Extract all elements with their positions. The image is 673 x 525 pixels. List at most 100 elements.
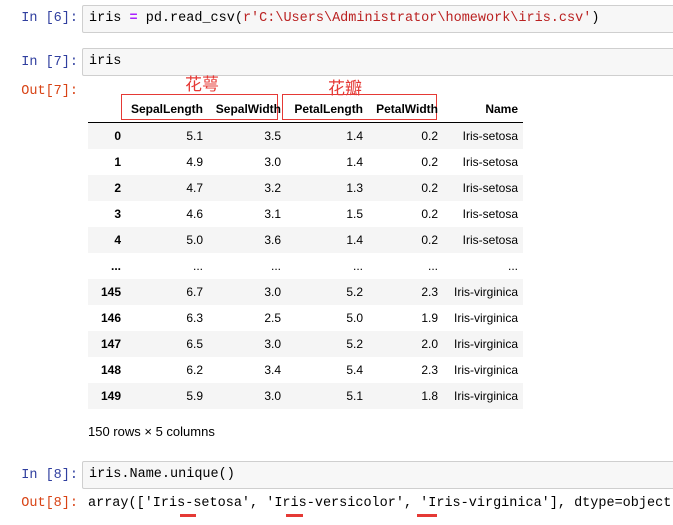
table-cell: Iris-virginica (454, 337, 519, 351)
table-cell: 3.2 (264, 181, 282, 195)
table-cell: 0.2 (421, 181, 439, 195)
row-index: 4 (114, 233, 121, 247)
table-cell: 1.8 (421, 389, 439, 403)
table-cell: 5.2 (346, 337, 364, 351)
table-cell: 2.0 (421, 337, 439, 351)
code-text-7: iris (89, 54, 122, 69)
underline-setosa (180, 514, 196, 517)
dataframe-table: SepalLength SepalWidth PetalLength Petal… (88, 96, 524, 409)
column-header: Name (443, 96, 524, 123)
table-cell: 5.0 (186, 233, 204, 247)
table-cell: 1.5 (346, 207, 364, 221)
row-index: 145 (100, 285, 121, 299)
table-cell: 0.2 (421, 155, 439, 169)
table-row: 145 6.7 3.0 5.2 2.3 Iris-virginica (88, 279, 524, 305)
column-header: PetalLength (286, 96, 369, 123)
code-cell-7[interactable]: iris (82, 48, 673, 76)
table-cell: ... (353, 259, 364, 273)
underline-versicolor (286, 514, 303, 517)
table-cell: 1.9 (421, 311, 439, 325)
table-cell: 4.7 (186, 181, 204, 195)
table-row: 4 5.0 3.6 1.4 0.2 Iris-setosa (88, 227, 524, 253)
table-cell: 4.6 (186, 207, 204, 221)
table-cell: 6.2 (186, 363, 204, 377)
row-index: 2 (114, 181, 121, 195)
table-cell: Iris-setosa (462, 207, 519, 221)
table-cell: 3.0 (264, 337, 282, 351)
table-cell: 5.1 (346, 389, 364, 403)
table-cell: Iris-setosa (462, 129, 519, 143)
table-cell: 5.9 (186, 389, 204, 403)
table-cell: Iris-virginica (454, 389, 519, 403)
table-cell: 6.3 (186, 311, 204, 325)
table-cell: Iris-virginica (454, 311, 519, 325)
row-index: 1 (114, 155, 121, 169)
table-cell: 6.7 (186, 285, 204, 299)
table-cell: 5.4 (346, 363, 364, 377)
output-prompt-8: Out[8]: (21, 496, 78, 511)
row-index: ... (110, 259, 121, 273)
table-body: 0 5.1 3.5 1.4 0.2 Iris-setosa 1 4.9 3.0 1.4 0.2 Iri… (88, 122, 524, 409)
table-cell: Iris-setosa (462, 181, 519, 195)
table-cell: 4.9 (186, 155, 204, 169)
row-index: 148 (100, 363, 121, 377)
table-cell: 5.0 (346, 311, 364, 325)
table-cell: 5.1 (186, 129, 204, 143)
table-cell: ... (271, 259, 282, 273)
code-cell-8[interactable]: iris.Name.unique() (82, 461, 673, 489)
table-cell: 6.5 (186, 337, 204, 351)
table-cell: 1.4 (346, 129, 364, 143)
table-row: 0 5.1 3.5 1.4 0.2 Iris-setosa (88, 122, 524, 149)
input-prompt-7: In [7]: (21, 55, 78, 70)
input-prompt-8: In [8]: (21, 468, 78, 483)
table-cell: 2.5 (264, 311, 282, 325)
row-index: 0 (114, 129, 121, 143)
row-index: 146 (100, 311, 121, 325)
code-text-8: iris.Name.unique() (89, 467, 235, 482)
row-index: 3 (114, 207, 121, 221)
table-row: 3 4.6 3.1 1.5 0.2 Iris-setosa (88, 201, 524, 227)
table-cell: 3.6 (264, 233, 282, 247)
table-cell: ... (508, 259, 519, 273)
row-index: 149 (100, 389, 121, 403)
underline-virginica (417, 514, 437, 517)
table-row: 146 6.3 2.5 5.0 1.9 Iris-virginica (88, 305, 524, 331)
table-row: 1 4.9 3.0 1.4 0.2 Iris-setosa (88, 149, 524, 175)
code-cell-6[interactable]: iris = pd.read_csv(r'C:\Users\Administra… (82, 5, 673, 33)
table-cell: 0.2 (421, 129, 439, 143)
table-cell: 3.1 (264, 207, 282, 221)
table-cell: 0.2 (421, 207, 439, 221)
table-cell: Iris-virginica (454, 363, 519, 377)
table-cell: Iris-virginica (454, 285, 519, 299)
table-row: 147 6.5 3.0 5.2 2.0 Iris-virginica (88, 331, 524, 357)
input-prompt-6: In [6]: (21, 11, 78, 26)
column-header: SepalWidth (208, 96, 287, 123)
table-row: 149 5.9 3.0 5.1 1.8 Iris-virginica (88, 383, 524, 409)
table-cell: 3.5 (264, 129, 282, 143)
table-cell: 5.2 (346, 285, 364, 299)
table-cell: 3.4 (264, 363, 282, 377)
code-text-6: iris = pd.read_csv(r'C:\Users\Administra… (89, 11, 600, 26)
table-cell: 3.0 (264, 155, 282, 169)
table-cell: Iris-setosa (462, 233, 519, 247)
table-cell: ... (428, 259, 439, 273)
table-cell: 0.2 (421, 233, 439, 247)
table-cell: 2.3 (421, 285, 439, 299)
output-text-8: array(['Iris-setosa', 'Iris-versicolor',… (88, 496, 673, 511)
table-cell: 3.0 (264, 389, 282, 403)
output-prompt-7: Out[7]: (21, 84, 78, 99)
row-index: 147 (100, 337, 121, 351)
table-cell: 1.3 (346, 181, 364, 195)
table-cell: Iris-setosa (462, 155, 519, 169)
table-cell: 2.3 (421, 363, 439, 377)
index-header (88, 96, 126, 123)
table-shape-info: 150 rows × 5 columns (88, 424, 215, 439)
table-row: .................. (88, 253, 524, 279)
table-cell: 1.4 (346, 155, 364, 169)
table-row: 2 4.7 3.2 1.3 0.2 Iris-setosa (88, 175, 524, 201)
sepal-annotation: 花萼 (185, 75, 219, 95)
table-cell: 3.0 (264, 285, 282, 299)
column-header: SepalLength (126, 96, 209, 123)
column-header: PetalWidth (368, 96, 444, 123)
table-header-row: SepalLength SepalWidth PetalLength Petal… (88, 96, 524, 123)
